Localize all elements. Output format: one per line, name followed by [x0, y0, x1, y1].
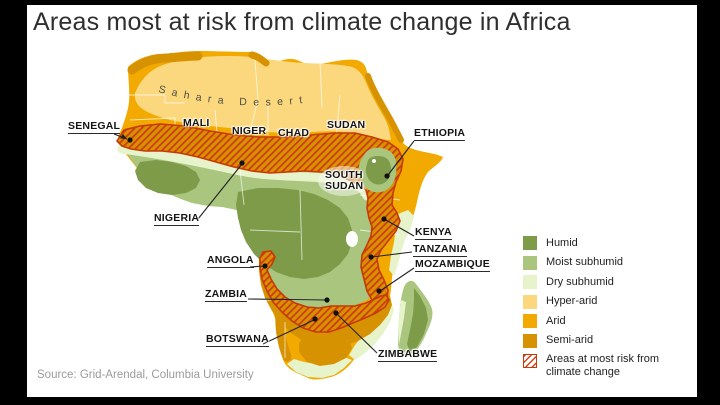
leader-tanzania	[371, 251, 413, 258]
label-niger: NIGER	[232, 125, 267, 137]
legend-swatch-moist-subhumid	[523, 255, 537, 270]
legend-label: Hyper-arid	[546, 295, 598, 307]
label-mozambique: MOZAMBIQUE	[415, 258, 490, 272]
marker-dot-angola	[262, 263, 268, 269]
legend-item-humid: Humid	[523, 236, 666, 250]
zone-semi-arid-red-sea	[365, 73, 404, 143]
legend-swatch-humid	[523, 236, 537, 250]
label-tanzania: TANZANIA	[413, 243, 468, 257]
legend-item-dry-subhumid: Dry subhumid	[523, 275, 666, 289]
zone-ethiopian-highlands-humid	[365, 155, 391, 185]
zone-semi-arid-karoo	[299, 332, 352, 366]
label-zambia: ZAMBIA	[205, 288, 248, 302]
label-south-sudan: SOUTH SUDAN	[325, 169, 364, 192]
legend-item-arid: Arid	[523, 314, 666, 328]
leader-angola	[249, 265, 265, 268]
zone-semi-arid-atlas	[127, 51, 203, 75]
zone-semi-arid-tunisia	[248, 51, 270, 67]
marker-dot-ethiopia	[384, 173, 390, 179]
label-zimbabwe: ZIMBABWE	[378, 348, 438, 362]
label-sudan: SUDAN	[327, 119, 366, 131]
marker-dot-nigeria	[239, 160, 245, 166]
label-angola: ANGOLA	[207, 254, 254, 268]
page-title: Areas most at risk from climate change i…	[33, 8, 571, 36]
legend-label: Semi-arid	[546, 334, 594, 346]
legend-label: Humid	[546, 236, 578, 249]
legend-item-moist-subhumid: Moist subhumid	[523, 255, 666, 270]
marker-dots	[127, 137, 390, 322]
marker-dot-mozambique	[376, 288, 382, 294]
marker-dot-zambia	[324, 297, 330, 303]
legend-item-semi-arid: Semi-arid	[523, 333, 666, 348]
legend-item-hyper-arid: Hyper-arid	[523, 294, 666, 309]
label-chad: CHAD	[278, 127, 310, 139]
marker-dot-botswana	[312, 316, 318, 322]
leader-zimbabwe	[336, 313, 378, 354]
leader-lines	[113, 133, 415, 354]
lake-victoria	[346, 231, 358, 247]
zone-humid-guinea	[135, 160, 200, 195]
lake-tana	[372, 159, 376, 163]
marker-dot-senegal	[127, 137, 133, 143]
leader-mozambique	[379, 267, 415, 292]
leader-ethiopia	[387, 140, 415, 176]
legend-swatch-arid	[523, 314, 537, 328]
madagascar-dry-strip	[398, 300, 406, 345]
legend-swatch-hyper-arid	[523, 294, 537, 309]
marker-dot-kenya	[381, 216, 387, 222]
leader-botswana	[262, 319, 315, 345]
leader-nigeria	[197, 163, 243, 220]
legend-label: Areas at most risk from climate change	[546, 353, 660, 378]
marker-dot-tanzania	[368, 254, 374, 260]
legend-item-risk: Areas at most risk from climate change	[523, 353, 666, 379]
leader-zambia	[247, 298, 327, 301]
label-botswana: BOTSWANA	[206, 333, 269, 347]
south-sudan-pale-patch	[318, 166, 370, 196]
label-nigeria: NIGERIA	[154, 212, 200, 226]
senegal-arrowhead	[120, 134, 127, 139]
legend-label: Dry subhumid	[546, 275, 614, 288]
risk-area-south	[259, 250, 390, 333]
label-senegal: SENEGAL	[68, 120, 121, 134]
zone-dry-east-africa	[389, 210, 414, 276]
zone-hyper-arid-sahara	[134, 56, 391, 140]
marker-dot-zimbabwe	[333, 310, 339, 316]
label-mali: MALI	[183, 117, 210, 129]
leader-kenya	[385, 219, 415, 237]
legend-label: Moist subhumid	[546, 256, 624, 268]
label-kenya: KENYA	[415, 226, 452, 240]
label-ethiopia: ETHIOPIA	[414, 127, 466, 141]
madagascar-humid-strip	[407, 288, 428, 352]
legend-swatch-dry-subhumid	[523, 275, 537, 289]
legend-swatch-semi-arid	[523, 333, 537, 348]
legend-label: Arid	[546, 314, 566, 327]
legend-swatch-risk-hatch	[523, 354, 537, 368]
source-credit: Source: Grid-Arendal, Columbia Universit…	[37, 369, 254, 381]
legend: Humid Moist subhumid Dry subhumid Hyper-…	[523, 236, 666, 379]
